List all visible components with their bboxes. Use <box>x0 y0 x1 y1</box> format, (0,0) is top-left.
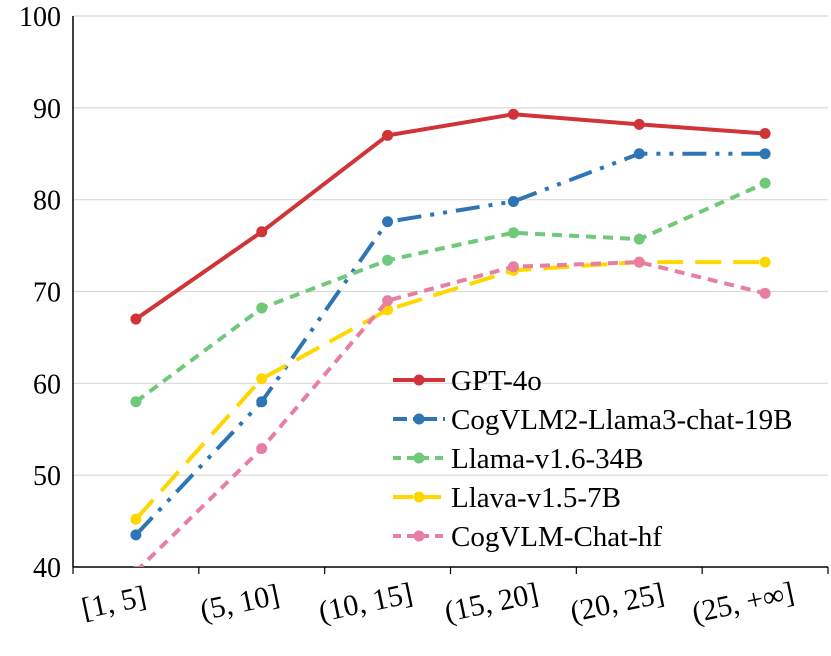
x-tick-label: (10, 15] <box>316 577 416 629</box>
data-point <box>759 287 771 299</box>
legend-marker <box>413 452 425 464</box>
x-tick-label: [1, 5] <box>79 580 149 626</box>
data-point <box>759 128 771 140</box>
data-point <box>633 148 645 160</box>
x-tick-label: (15, 20] <box>442 577 542 629</box>
legend-label: Llava-v1.5-7B <box>451 482 621 514</box>
data-point <box>130 529 142 541</box>
data-point <box>130 313 142 325</box>
legend-marker <box>413 413 425 425</box>
legend-item: CogVLM-Chat-hf <box>393 521 662 553</box>
x-tick-labels: [1, 5] (5, 10] (10, 15] (15, 20] (20, 25] (25… <box>79 576 797 630</box>
series-gpt-4o <box>130 108 771 325</box>
data-point <box>507 261 519 273</box>
series-lines <box>130 108 771 567</box>
x-tick-label: (25, +∞] <box>689 576 797 630</box>
series-line <box>134 112 766 321</box>
data-point <box>382 129 394 141</box>
axes <box>72 16 829 574</box>
data-point <box>382 304 394 316</box>
series-line <box>134 151 766 537</box>
legend-item: Llama-v1.6-34B <box>393 443 643 475</box>
legend-item: CogVLM2-Llama3-chat-19B <box>393 404 792 436</box>
data-point <box>256 302 268 314</box>
legend-marker <box>413 374 425 386</box>
data-point <box>256 226 268 238</box>
series-llama-v1-6-34b <box>130 177 771 408</box>
x-tick-label: (5, 10] <box>197 578 282 627</box>
data-point <box>633 256 645 268</box>
legend: GPT-4o CogVLM2-Llama3-chat-19B Llama-v1.6-… <box>393 365 792 553</box>
data-point <box>759 148 771 160</box>
series-line <box>137 260 766 567</box>
legend-label: GPT-4o <box>451 365 542 397</box>
data-point <box>132 566 139 567</box>
series-cogvlm2-llama3-chat-19b <box>130 148 771 541</box>
data-point <box>759 256 771 268</box>
data-point <box>382 295 394 307</box>
data-point <box>130 396 142 408</box>
legend-label: CogVLM-Chat-hf <box>451 521 662 553</box>
legend-marker <box>413 491 425 503</box>
legend-item: GPT-4o <box>393 365 542 397</box>
y-tick-label: 50 <box>33 461 61 492</box>
y-tick-label: 70 <box>33 278 61 309</box>
data-point <box>382 216 394 228</box>
series-cogvlm-chat-hf <box>132 256 771 567</box>
data-point <box>256 443 268 455</box>
data-point <box>507 196 519 208</box>
data-point <box>256 396 268 408</box>
data-point <box>256 373 268 385</box>
legend-label: Llama-v1.6-34B <box>451 443 643 475</box>
data-point <box>507 108 519 120</box>
legend-label: CogVLM2-Llama3-chat-19B <box>451 404 792 436</box>
legend-item: Llava-v1.5-7B <box>393 482 621 514</box>
y-tick-label: 100 <box>19 2 61 33</box>
series-line <box>134 260 766 521</box>
data-point <box>507 227 519 239</box>
data-point <box>130 513 142 525</box>
legend-marker <box>413 530 425 542</box>
x-tick-label: (20, 25] <box>567 577 667 629</box>
y-tick-label: 40 <box>33 553 61 584</box>
data-point <box>633 118 645 130</box>
y-tick-label: 60 <box>33 369 61 400</box>
data-point <box>633 233 645 245</box>
y-tick-labels: 40 50 60 70 80 90 100 <box>19 2 61 584</box>
y-tick-label: 90 <box>33 94 61 125</box>
y-tick-label: 80 <box>33 186 61 217</box>
data-point <box>382 254 394 266</box>
series-line <box>134 181 766 404</box>
data-point <box>759 177 771 189</box>
